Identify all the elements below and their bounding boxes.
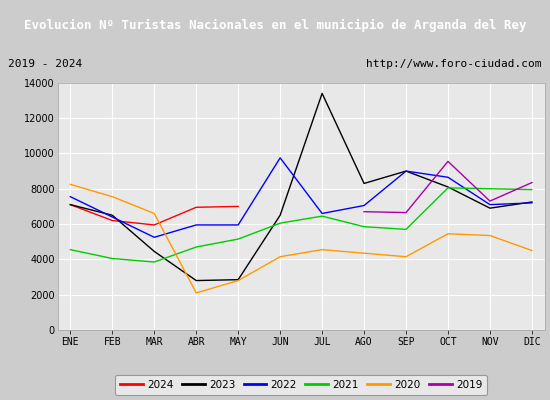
Legend: 2024, 2023, 2022, 2021, 2020, 2019: 2024, 2023, 2022, 2021, 2020, 2019 [115,375,487,395]
Text: http://www.foro-ciudad.com: http://www.foro-ciudad.com [366,59,542,69]
Text: Evolucion Nº Turistas Nacionales en el municipio de Arganda del Rey: Evolucion Nº Turistas Nacionales en el m… [24,18,526,32]
Text: 2019 - 2024: 2019 - 2024 [8,59,82,69]
